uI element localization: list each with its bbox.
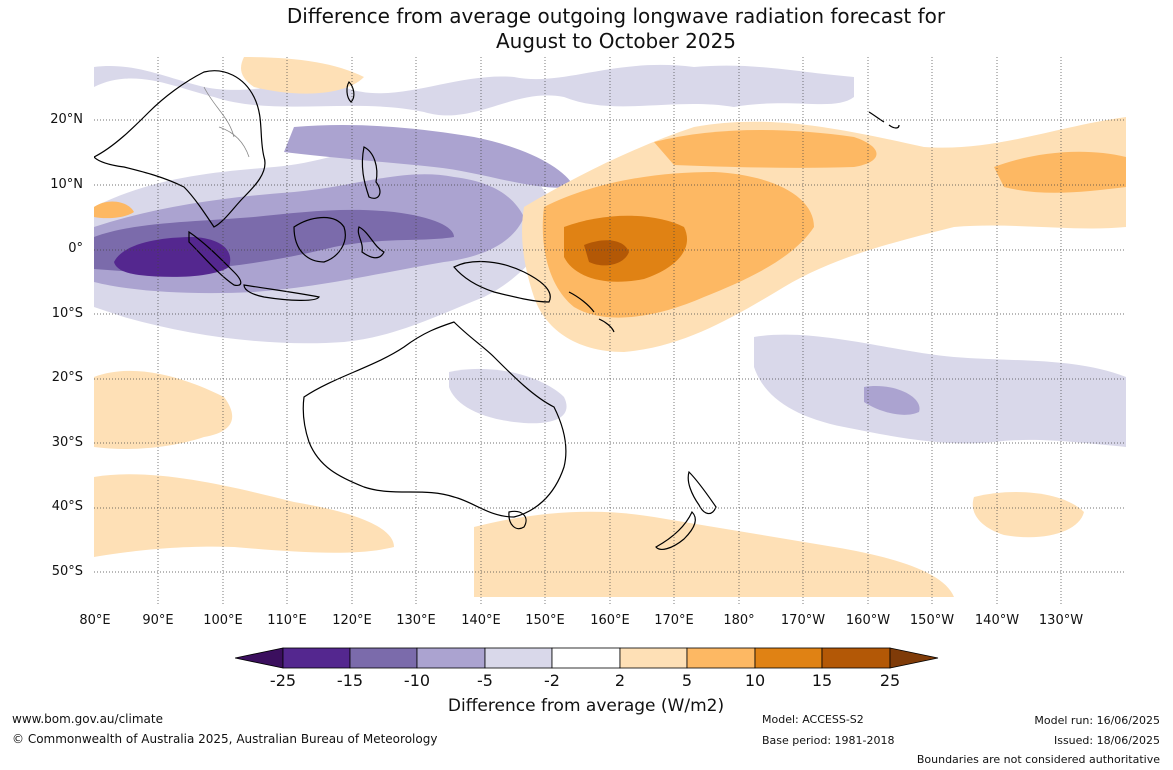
base-period: Base period: 1981-2018 <box>762 734 895 747</box>
lat-label-40s: 40°S <box>51 499 83 514</box>
anomaly-region-deepest-orange <box>584 240 629 266</box>
lon-label-180: 180° <box>723 613 755 628</box>
gridlines <box>94 57 1126 605</box>
colorbar-tick-4: -5 <box>477 671 493 690</box>
new-guinea-outline <box>453 261 551 303</box>
anomaly-region-light-orange-asia <box>241 57 364 94</box>
lat-label-10s: 10°S <box>51 306 83 321</box>
sumatra-outline <box>188 230 242 287</box>
colorbar-tick-2: -15 <box>336 671 364 690</box>
colorbar-bin-2 <box>349 647 418 669</box>
asia-mainland-outline <box>94 70 266 228</box>
colorbar-tick-3: -10 <box>403 671 431 690</box>
title-line-2: August to October 2025 <box>495 29 737 53</box>
model-run-date: Model run: 16/06/2025 <box>1034 714 1160 727</box>
anomaly-region-deepest-purple <box>114 237 231 277</box>
colorbar-bin-1 <box>282 647 351 669</box>
new-zealand-north-island <box>687 470 717 515</box>
taiwan-outline <box>346 81 355 103</box>
anomaly-region-light-orange-tasman <box>474 511 954 597</box>
lon-label-140e: 140°E <box>461 613 501 628</box>
anomaly-region-light-orange-east <box>972 492 1084 538</box>
lon-label-140w: 140°W <box>974 613 1020 628</box>
issued-date: Issued: 18/06/2025 <box>1053 734 1160 747</box>
copyright-text: © Commonwealth of Australia 2025, Austra… <box>12 732 438 746</box>
colorbar-tick-9: 15 <box>811 671 833 690</box>
lon-label-130w: 130°W <box>1038 613 1084 628</box>
lon-label-150w: 150°W <box>909 613 955 628</box>
boundaries-disclaimer: Boundaries are not considered authoritat… <box>916 753 1160 766</box>
lon-label-130e: 130°E <box>396 613 436 628</box>
anomaly-region-orange-east <box>994 151 1126 193</box>
lat-label-0: 0° <box>68 241 83 256</box>
anomaly-region-medium-purple-pacific <box>864 386 920 415</box>
lat-label-10n: 10°N <box>50 177 83 192</box>
colorbar-tick-10: 25 <box>879 671 901 690</box>
colorbar-tick-1: -25 <box>269 671 297 690</box>
colorbar-title: Difference from average (W/m2) <box>447 696 725 716</box>
title-line-1: Difference from average outgoing longwav… <box>286 4 946 28</box>
philippines-outline <box>361 146 381 199</box>
hawaii-islands <box>868 111 900 129</box>
colorbar-bin-6 <box>619 647 688 669</box>
sulawesi-outline <box>357 226 385 259</box>
colorbar-tick-8: 10 <box>744 671 766 690</box>
lon-label-170e: 170°E <box>654 613 694 628</box>
chart-title: Difference from average outgoing longwav… <box>0 4 1173 54</box>
colorbar-arrow-low <box>235 647 284 669</box>
australia-outline <box>302 321 567 518</box>
tasmania-outline <box>508 510 527 530</box>
anomaly-region-light-purple <box>94 64 854 116</box>
anomaly-map <box>94 57 1126 605</box>
colorbar <box>235 647 939 669</box>
colorbar-bin-4 <box>484 647 553 669</box>
lon-label-170w: 170°W <box>780 613 826 628</box>
lon-label-160e: 160°E <box>590 613 630 628</box>
website-link[interactable]: www.bom.gov.au/climate <box>12 712 163 726</box>
colorbar-arrow-high <box>889 647 939 669</box>
colorbar-tick-5: -2 <box>544 671 560 690</box>
colorbar-bin-8 <box>754 647 823 669</box>
colorbar-bin-3 <box>416 647 486 669</box>
lon-label-80e: 80°E <box>79 613 111 628</box>
lat-label-50s: 50°S <box>51 564 83 579</box>
lon-label-160w: 160°W <box>845 613 891 628</box>
anomaly-region-medium-purple-north <box>284 125 574 188</box>
lon-label-110e: 110°E <box>267 613 307 628</box>
colorbar-tick-7: 5 <box>681 671 693 690</box>
model-name: Model: ACCESS-S2 <box>762 713 864 726</box>
colorbar-bin-7 <box>686 647 756 669</box>
colorbar-bin-5 <box>551 647 621 669</box>
anomaly-region-light-orange-south <box>94 474 394 557</box>
anomaly-region-light-purple-pacific <box>754 334 1126 447</box>
lon-label-90e: 90°E <box>142 613 174 628</box>
lat-label-20n: 20°N <box>50 112 83 127</box>
map-panel <box>94 57 1126 605</box>
lat-label-30s: 30°S <box>51 435 83 450</box>
anomaly-region-light-orange-west <box>94 370 233 449</box>
colorbar-bin-9 <box>821 647 891 669</box>
java-outline <box>243 284 320 301</box>
borneo-outline <box>293 217 346 263</box>
lon-label-100e: 100°E <box>203 613 243 628</box>
new-zealand-south-island <box>655 510 696 550</box>
anomaly-region-light-purple-south <box>449 368 567 424</box>
lon-label-150e: 150°E <box>525 613 565 628</box>
anomaly-region-orange-north <box>654 130 877 168</box>
indochina-borders <box>203 86 250 158</box>
anomaly-region-orange-indian <box>94 201 134 219</box>
lon-label-120e: 120°E <box>332 613 372 628</box>
solomon-islands-outline <box>568 291 615 333</box>
colorbar-tick-6: 2 <box>614 671 626 690</box>
lat-label-20s: 20°S <box>51 370 83 385</box>
